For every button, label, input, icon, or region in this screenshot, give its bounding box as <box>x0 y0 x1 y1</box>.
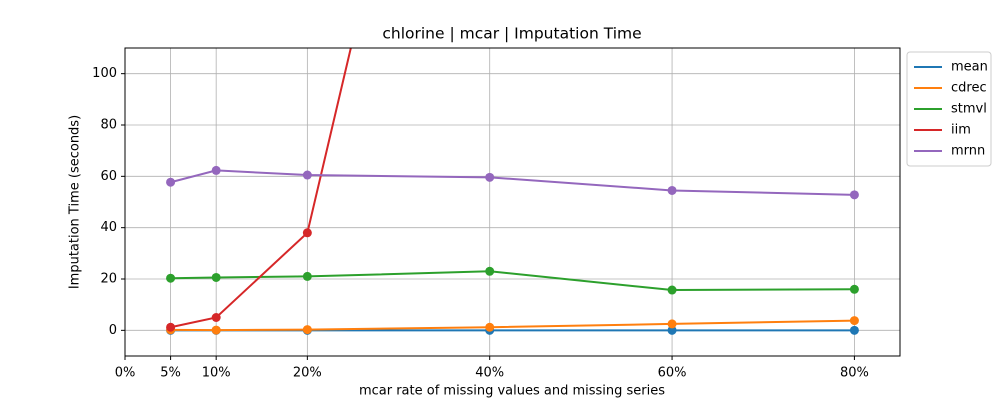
data-point <box>485 172 495 182</box>
data-point <box>166 273 176 283</box>
data-point <box>849 190 859 200</box>
data-point <box>667 285 677 295</box>
data-point <box>667 185 677 195</box>
y-tick-label: 20 <box>100 272 117 287</box>
y-tick-label: 0 <box>109 323 117 338</box>
data-point <box>211 165 221 175</box>
plot-frame <box>124 47 901 357</box>
chart-title: chlorine | mcar | Imputation Time <box>382 25 641 43</box>
data-point <box>211 272 221 282</box>
data-point <box>166 322 176 332</box>
data-point <box>667 325 677 335</box>
legend-frame <box>906 51 992 167</box>
data-point <box>849 316 859 326</box>
y-tick-label: 80 <box>100 118 117 133</box>
legend-label: mrnn <box>951 144 985 159</box>
x-tick-label: 10% <box>202 366 231 381</box>
y-tick-label: 60 <box>100 169 117 184</box>
legend-label: mean <box>951 60 988 75</box>
data-point <box>849 325 859 335</box>
data-point <box>302 325 312 335</box>
x-tick-label: 5% <box>160 366 181 381</box>
y-axis-label: Imputation Time (seconds) <box>68 115 83 289</box>
series-line <box>170 319 855 332</box>
plot-area <box>166 48 859 335</box>
data-point <box>302 228 312 238</box>
series-line <box>170 169 855 196</box>
legend-label: cdrec <box>951 81 987 96</box>
data-point <box>302 170 312 180</box>
legend: mean cdrec stmvl iim mrnn <box>906 51 992 167</box>
data-point <box>302 271 312 281</box>
y-tick-label: 100 <box>92 66 117 81</box>
data-point <box>485 266 495 276</box>
x-tick-label: 40% <box>475 366 504 381</box>
data-point <box>485 322 495 332</box>
series-line <box>170 48 352 329</box>
x-tick-label: 80% <box>840 366 869 381</box>
series-line <box>170 270 855 292</box>
data-point <box>849 284 859 294</box>
legend-label: stmvl <box>951 102 987 117</box>
data-point <box>211 313 221 322</box>
data-point <box>667 319 677 329</box>
x-tick-label: 60% <box>658 366 687 381</box>
x-axis-label: mcar rate of missing values and missing … <box>359 384 665 399</box>
grid <box>121 48 900 360</box>
x-tick-label: 0% <box>115 366 136 381</box>
legend-label: iim <box>951 123 971 138</box>
data-point <box>166 177 176 187</box>
data-point <box>211 325 221 335</box>
x-tick-label: 20% <box>293 366 322 381</box>
y-tick-label: 40 <box>100 220 117 235</box>
